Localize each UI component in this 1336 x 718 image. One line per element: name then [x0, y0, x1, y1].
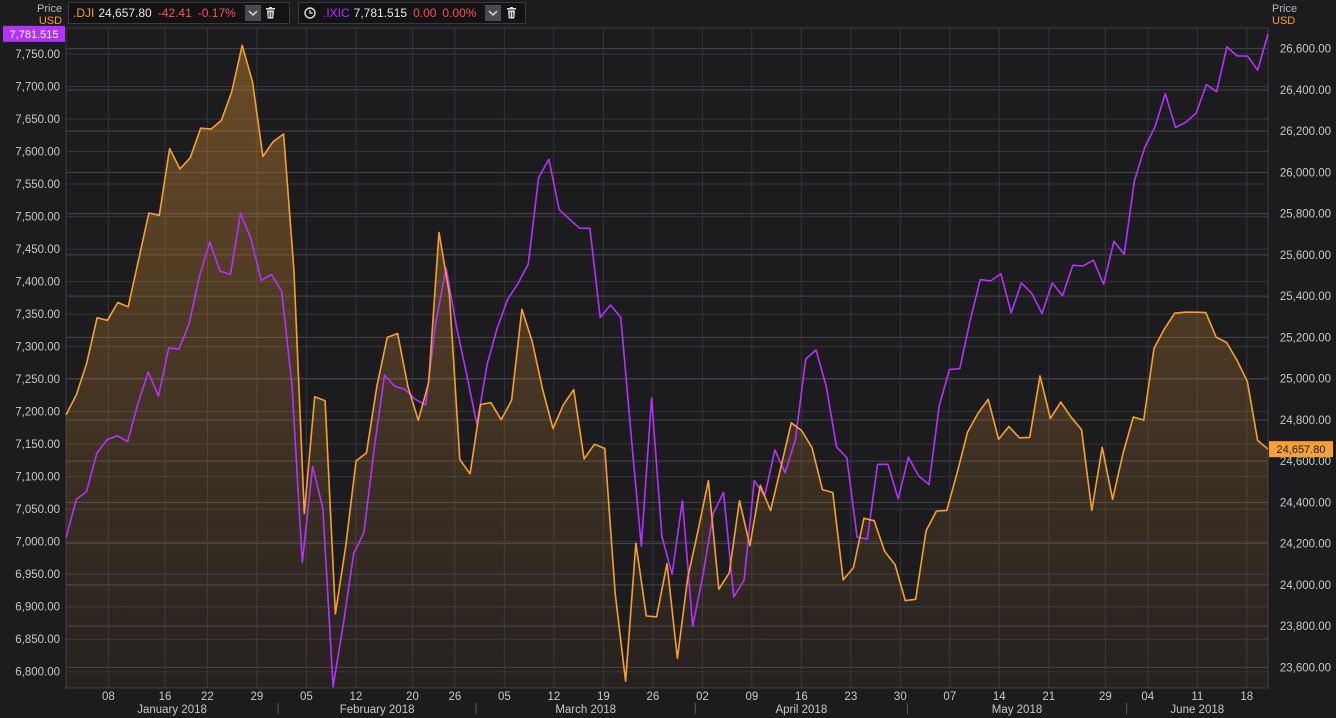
month-label: February 2018	[340, 704, 415, 716]
left-tick-label: 7,300.00	[15, 342, 60, 354]
legend-ixic-symbol[interactable]: .IXIC	[323, 6, 350, 20]
month-label: April 2018	[775, 704, 827, 716]
legend-ixic-price: 7,781.515	[353, 6, 408, 20]
series-lines	[65, 33, 1269, 688]
dji-last-value-label: 24,657.80	[1277, 444, 1326, 456]
chevron-down-icon	[248, 10, 258, 17]
right-tick-label: 25,200.00	[1280, 332, 1331, 344]
dji-dropdown-button[interactable]	[244, 5, 261, 21]
x-tick-label: 30	[894, 691, 907, 703]
month-label: January 2018	[137, 704, 207, 716]
right-tick-label: 25,600.00	[1280, 250, 1331, 262]
x-tick-label: 07	[943, 691, 956, 703]
x-tick-label: 26	[448, 691, 461, 703]
x-tick-label: 18	[1240, 691, 1253, 703]
x-tick-label: 09	[745, 691, 758, 703]
left-tick-label: 7,500.00	[15, 212, 60, 224]
x-tick-label: 04	[1141, 691, 1154, 703]
left-tick-label: 7,200.00	[15, 407, 60, 419]
x-tick-label: 16	[795, 691, 808, 703]
left-tick-label: 6,950.00	[15, 569, 60, 581]
x-tick-label: 19	[597, 691, 610, 703]
trash-icon	[266, 7, 276, 19]
x-tick-label: 22	[201, 691, 214, 703]
left-tick-label: 7,700.00	[15, 82, 60, 94]
legend-ixic-pct: 0.00%	[442, 6, 477, 20]
legend-dji-change: -42.41	[157, 6, 192, 20]
right-tick-label: 26,400.00	[1280, 85, 1331, 97]
x-tick-label: 05	[498, 691, 511, 703]
left-tick-label: 7,050.00	[15, 504, 60, 516]
dji-delete-button[interactable]	[264, 5, 278, 21]
dji-area-layer	[66, 45, 1268, 689]
right-tick-label: 26,600.00	[1280, 44, 1331, 56]
left-tick-label: 7,550.00	[15, 179, 60, 191]
x-tick-label: 26	[646, 691, 659, 703]
left-tick-label: 7,400.00	[15, 277, 60, 289]
left-tick-label: 7,100.00	[15, 472, 60, 484]
right-tick-label: 23,800.00	[1280, 621, 1331, 633]
left-tick-label: 7,650.00	[15, 114, 60, 126]
x-tick-label: 20	[406, 691, 419, 703]
right-tick-label: 24,400.00	[1280, 497, 1331, 509]
legend-dji-price: 24,657.80	[98, 6, 152, 20]
ixic-line	[65, 33, 1269, 688]
left-tick-label: 7,150.00	[15, 439, 60, 451]
ixic-delete-button[interactable]	[504, 5, 518, 21]
ixic-last-value-badge	[3, 25, 65, 42]
x-tick-label: 11	[1191, 691, 1203, 703]
left-tick-label: 7,450.00	[15, 244, 60, 256]
right-tick-label: 24,600.00	[1280, 456, 1331, 468]
left-tick-label: 6,900.00	[15, 602, 60, 614]
dji-area	[66, 45, 1268, 689]
chevron-down-icon	[488, 10, 498, 17]
legend-dji[interactable]: .DJI 24,657.80 -42.41 -0.17%	[68, 2, 290, 24]
legend-ixic-change: 0.00	[413, 6, 437, 20]
month-label: June 2018	[1170, 704, 1224, 716]
legend-dji-pct: -0.17%	[197, 6, 236, 20]
left-tick-label: 7,750.00	[15, 49, 60, 61]
x-tick-label: 02	[696, 691, 709, 703]
right-tick-label: 25,400.00	[1280, 291, 1331, 303]
x-tick-label: 12	[349, 691, 362, 703]
left-tick-label: 6,800.00	[15, 667, 60, 679]
x-tick-label: 23	[844, 691, 857, 703]
right-tick-label: 25,800.00	[1280, 209, 1331, 221]
clock-icon	[304, 7, 316, 19]
clock-button[interactable]	[303, 5, 317, 21]
x-tick-label: 29	[1099, 691, 1112, 703]
x-tick-label: 14	[993, 691, 1006, 703]
dji-last-value-badge	[1269, 441, 1333, 458]
right-tick-label: 24,200.00	[1280, 539, 1331, 551]
x-tick-label: 08	[102, 691, 115, 703]
right-tick-label: 24,800.00	[1280, 415, 1331, 427]
left-tick-label: 7,600.00	[15, 147, 60, 159]
left-tick-label: 6,850.00	[15, 634, 60, 646]
x-tick-label: 21	[1042, 691, 1055, 703]
legend-dji-symbol[interactable]: .DJI	[73, 6, 95, 20]
x-tick-label: 16	[159, 691, 172, 703]
left-axis-unit: Price USD	[37, 3, 63, 27]
legend-ixic[interactable]: .IXIC 7,781.515 0.00 0.00%	[298, 2, 526, 24]
right-tick-label: 25,000.00	[1280, 374, 1331, 386]
x-tick-label: 05	[300, 691, 313, 703]
right-tick-label: 26,200.00	[1280, 126, 1331, 138]
left-tick-label: 7,250.00	[15, 374, 60, 386]
trash-icon	[506, 7, 516, 19]
left-tick-label: 7,350.00	[15, 309, 60, 321]
right-tick-label: 26,000.00	[1280, 167, 1331, 179]
dji-line	[65, 44, 1269, 682]
right-tick-label: 24,000.00	[1280, 580, 1331, 592]
x-tick-label: 12	[547, 691, 560, 703]
right-tick-label: 23,600.00	[1280, 662, 1331, 674]
month-label: March 2018	[555, 704, 616, 716]
x-tick-label: 29	[251, 691, 264, 703]
month-label: May 2018	[992, 704, 1043, 716]
ixic-dropdown-button[interactable]	[485, 5, 502, 21]
axes: 6,800.00 6,850.00 6,900.00 6,950.00 7,000.00…	[3, 25, 1333, 716]
ixic-last-value-label: 7,781.515	[10, 29, 59, 41]
left-tick-label: 7,000.00	[15, 537, 60, 549]
right-axis-unit: Price USD	[1272, 3, 1298, 27]
